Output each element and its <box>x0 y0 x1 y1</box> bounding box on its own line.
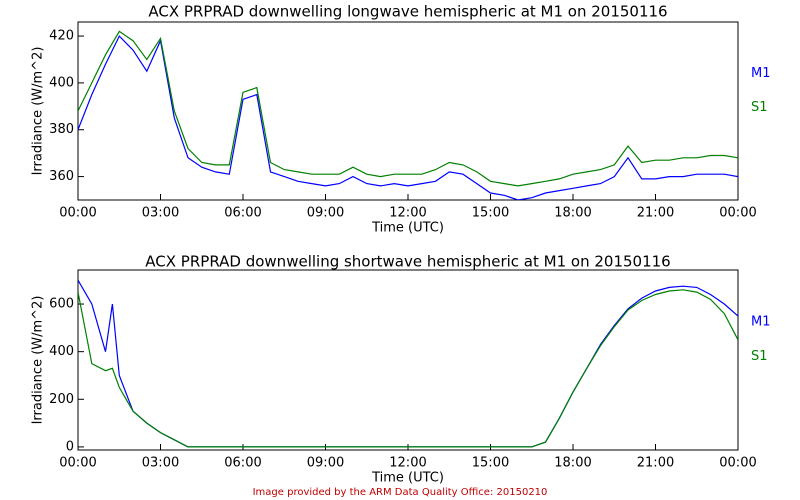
legend-entry: M1 <box>751 315 771 330</box>
chart-title: ACX PRPRAD downwelling longwave hemisphe… <box>148 3 667 21</box>
y-axis-label: Irradiance (W/m^2) <box>31 296 46 425</box>
x-tick-label: 00:00 <box>719 206 756 221</box>
x-tick-label: 12:00 <box>389 206 426 221</box>
x-tick-label: 09:00 <box>307 206 344 221</box>
plot-frame <box>77 21 739 201</box>
x-tick-label: 21:00 <box>637 206 674 221</box>
y-axis-label: Irradiance (W/m^2) <box>31 47 46 176</box>
x-tick-label: 06:00 <box>224 456 261 471</box>
y-tick-label: 400 <box>49 344 74 359</box>
x-axis-label: Time (UTC) <box>371 471 444 486</box>
x-tick-label: 00:00 <box>59 456 96 471</box>
y-tick-label: 200 <box>49 392 74 407</box>
x-tick-label: 21:00 <box>637 456 674 471</box>
x-tick-label: 03:00 <box>142 206 179 221</box>
x-tick-label: 15:00 <box>472 206 509 221</box>
x-tick-label: 18:00 <box>554 456 591 471</box>
x-tick-label: 18:00 <box>554 206 591 221</box>
data-line <box>78 289 738 448</box>
x-tick-label: 00:00 <box>59 206 96 221</box>
y-tick-label: 380 <box>49 122 74 137</box>
y-tick-label: 360 <box>49 169 74 184</box>
x-tick-label: 00:00 <box>719 456 756 471</box>
x-axis-label: Time (UTC) <box>371 221 444 236</box>
y-tick-label: 600 <box>49 297 74 312</box>
data-line <box>78 30 738 187</box>
chart-title: ACX PRPRAD downwelling shortwave hemisph… <box>145 253 670 271</box>
legend-entry: S1 <box>751 349 768 364</box>
plot-frame <box>77 269 739 451</box>
legend-entry: S1 <box>751 100 768 115</box>
y-tick-label: 400 <box>49 75 74 90</box>
legend-entry: M1 <box>751 66 771 81</box>
x-tick-label: 15:00 <box>472 456 509 471</box>
x-tick-label: 03:00 <box>142 456 179 471</box>
data-line <box>78 279 738 448</box>
y-tick-label: 0 <box>66 439 74 454</box>
data-line <box>78 35 738 200</box>
x-tick-label: 12:00 <box>389 456 426 471</box>
x-tick-label: 06:00 <box>224 206 261 221</box>
y-tick-label: 420 <box>49 29 74 44</box>
x-tick-label: 09:00 <box>307 456 344 471</box>
footer: Image provided by the ARM Data Quality O… <box>253 487 548 498</box>
